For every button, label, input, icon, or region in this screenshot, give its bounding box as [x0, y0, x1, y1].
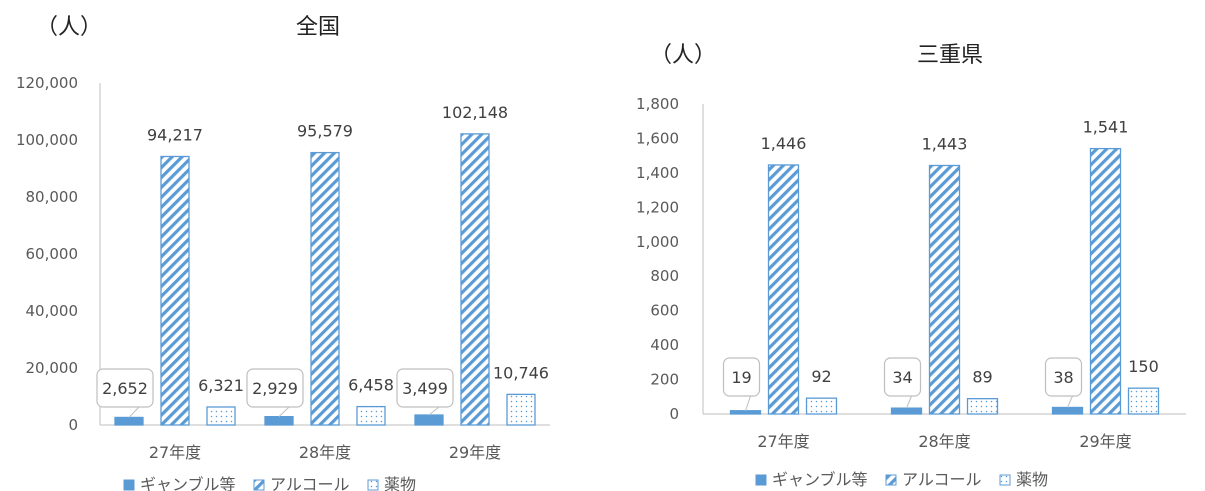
bar-gambling	[1051, 406, 1084, 415]
data-label: 34	[892, 368, 912, 387]
data-label: 2,652	[102, 379, 148, 398]
legend-swatch-drugs	[999, 474, 1011, 486]
data-label-box	[1044, 357, 1083, 397]
data-label: 1,446	[761, 134, 807, 153]
x-tick-label: 29年度	[1079, 432, 1131, 451]
chart-svg: （人） 三重県 0 200 400 600 800 1,000 1,200 1,400 1,600 1…	[636, 43, 1186, 489]
bar-drugs	[805, 397, 838, 415]
legend-label-alcohol: アルコール	[270, 475, 350, 491]
data-label: 1,541	[1083, 118, 1129, 137]
bar-drugs	[1127, 387, 1160, 415]
y-tick-label: 20,000	[26, 359, 79, 377]
data-label-box	[246, 368, 304, 408]
data-label: 6,458	[348, 376, 394, 395]
bar-alcohol	[928, 164, 961, 415]
bar-gambling	[414, 414, 444, 426]
bar-drugs	[506, 393, 536, 426]
x-tick-label: 27年度	[757, 432, 809, 451]
data-label-box	[396, 368, 454, 408]
data-label: 10,746	[493, 363, 549, 382]
chart-title: 三重県	[917, 43, 983, 68]
data-label: 102,148	[442, 103, 508, 122]
y-tick-label: 1,400	[636, 164, 679, 182]
legend-label-gambling: ギャンブル等	[772, 470, 868, 489]
legend-swatch-gambling	[755, 474, 767, 486]
legend-swatch-drugs	[367, 479, 379, 491]
y-tick-label: 0	[68, 416, 78, 434]
legend-label-alcohol: アルコール	[902, 470, 982, 489]
chart-national: （人） 全国 0 20,000 40,000 60,000 80,000 100,000 120…	[0, 0, 600, 491]
data-label: 6,321	[198, 376, 244, 395]
y-tick-label: 80,000	[26, 188, 79, 206]
y-tick-label: 1,000	[636, 233, 679, 251]
y-tick-label: 60,000	[26, 245, 79, 263]
data-label: 150	[1128, 357, 1159, 376]
legend-swatch-alcohol	[253, 479, 265, 491]
y-unit-label: （人）	[650, 43, 716, 68]
legend-label-drugs: 薬物	[384, 475, 416, 491]
bar-gambling	[264, 416, 294, 426]
legend-label-gambling: ギャンブル等	[140, 475, 236, 491]
y-tick-label: 200	[650, 371, 679, 389]
y-tick-label: 120,000	[16, 74, 78, 92]
chart-title: 全国	[296, 15, 340, 40]
data-label: 95,579	[297, 122, 353, 141]
legend-label-drugs: 薬物	[1016, 470, 1048, 489]
data-label: 38	[1053, 368, 1073, 387]
data-label-leader	[1067, 395, 1073, 408]
bar-drugs	[966, 398, 999, 415]
data-label-box	[722, 357, 761, 397]
data-label: 19	[731, 368, 751, 387]
bar-alcohol	[310, 151, 340, 426]
chart-svg: （人） 全国 0 20,000 40,000 60,000 80,000 100,000 120…	[16, 15, 550, 491]
y-tick-label: 40,000	[26, 302, 79, 320]
data-label-leader	[428, 406, 440, 416]
bar-drugs	[206, 406, 236, 426]
data-label-leader	[906, 395, 912, 409]
legend-swatch-gambling	[123, 479, 135, 491]
y-tick-label: 100,000	[16, 131, 78, 149]
y-tick-label: 400	[650, 336, 679, 354]
data-label: 89	[972, 368, 992, 387]
y-tick-label: 800	[650, 267, 679, 285]
legend-swatch-alcohol	[885, 474, 897, 486]
data-label: 2,929	[252, 379, 298, 398]
bar-gambling	[114, 416, 144, 426]
data-label-leader	[128, 406, 140, 418]
y-tick-label: 1,600	[636, 129, 679, 147]
data-label: 94,217	[147, 125, 203, 144]
bar-alcohol	[1089, 147, 1122, 415]
data-label: 3,499	[402, 379, 448, 398]
bar-gambling	[729, 410, 762, 415]
y-tick-label: 0	[669, 405, 679, 423]
data-label-box	[96, 368, 154, 408]
x-tick-label: 27年度	[149, 443, 201, 462]
y-tick-label: 1,800	[636, 95, 679, 113]
bar-alcohol	[160, 155, 190, 426]
y-tick-label: 1,200	[636, 198, 679, 216]
y-unit-label: （人）	[36, 15, 102, 40]
y-tick-label: 600	[650, 302, 679, 320]
bar-alcohol	[767, 164, 800, 415]
data-label-box	[883, 357, 922, 397]
bar-drugs	[356, 405, 386, 426]
data-label: 92	[811, 367, 831, 386]
chart-mie: （人） 三重県 0 200 400 600 800 1,000 1,200 1,400 1,600 1…	[600, 0, 1205, 491]
x-tick-label: 28年度	[918, 432, 970, 451]
data-label-leader	[278, 406, 290, 418]
x-tick-label: 29年度	[449, 443, 501, 462]
bar-gambling	[890, 407, 923, 415]
data-label: 1,443	[922, 134, 968, 153]
bar-alcohol	[460, 133, 490, 426]
x-tick-label: 28年度	[299, 443, 351, 462]
data-label-leader	[745, 395, 751, 411]
